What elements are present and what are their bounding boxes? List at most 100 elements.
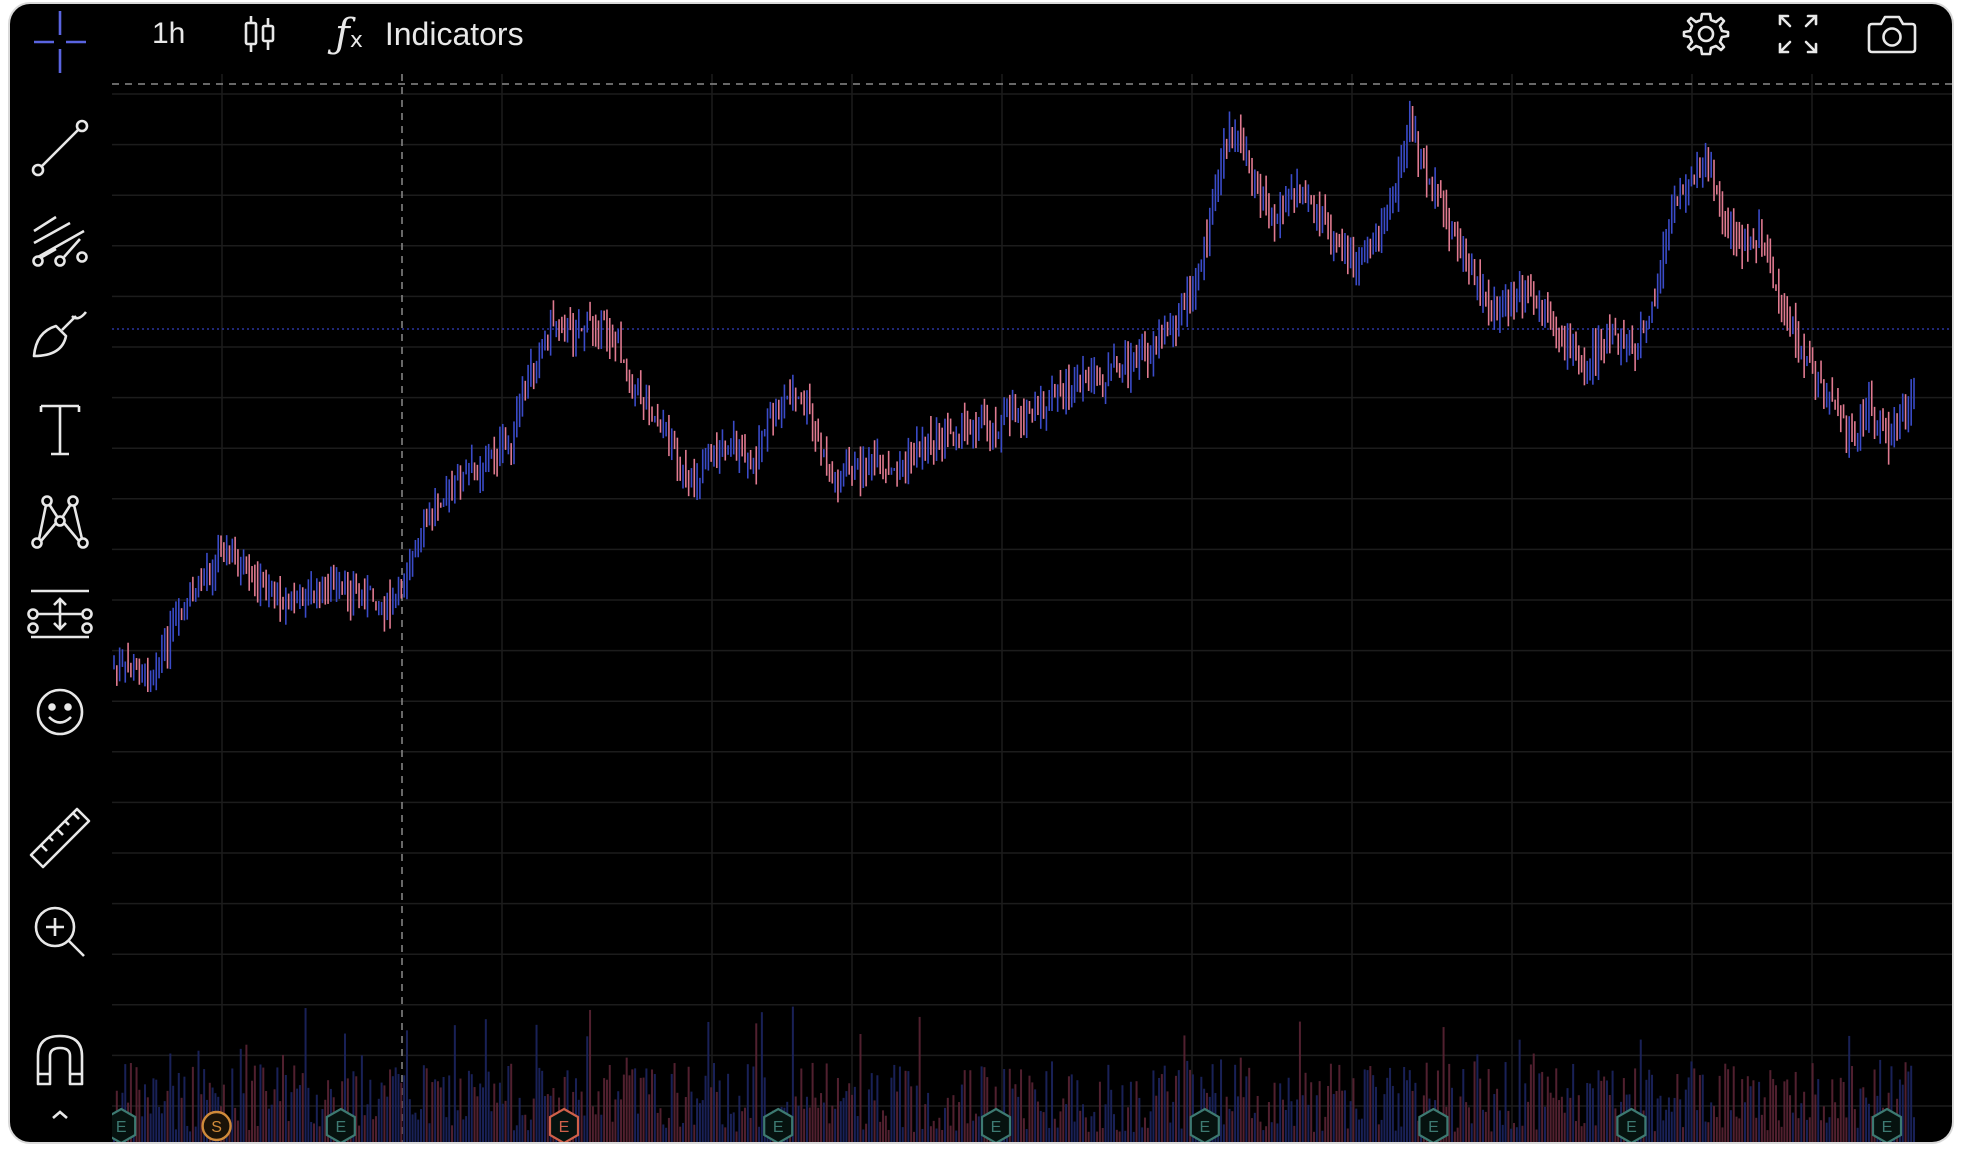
volume-bar: [591, 1106, 594, 1142]
volume-bar: [1169, 1122, 1172, 1142]
settings-button[interactable]: [1682, 4, 1730, 64]
volume-bar: [1397, 1093, 1400, 1142]
volume-bar: [1172, 1101, 1175, 1142]
zoom-in-tool[interactable]: [20, 892, 100, 972]
chart-type-button[interactable]: [242, 4, 278, 64]
volume-bar: [746, 1064, 749, 1142]
volume-bar: [366, 1104, 369, 1142]
volume-bar: [1687, 1077, 1690, 1142]
volume-bar: [935, 1128, 938, 1142]
volume-bar: [1124, 1130, 1127, 1142]
volume-bar: [403, 1075, 406, 1142]
magnet-tool[interactable]: [20, 1020, 100, 1100]
volume-bar: [391, 1076, 394, 1142]
volume-bar: [1639, 1039, 1642, 1142]
volume-bar: [1189, 1069, 1192, 1142]
volume-bar: [1741, 1079, 1744, 1142]
volume-bar: [1386, 1077, 1389, 1142]
volume-bar: [1355, 1108, 1358, 1142]
volume-bar: [1890, 1066, 1893, 1142]
volume-bar: [1879, 1059, 1882, 1142]
volume-bar: [974, 1113, 977, 1142]
volume-bar: [197, 1050, 200, 1142]
volume-bar: [1836, 1118, 1839, 1142]
volume-bar: [665, 1127, 668, 1142]
volume-bar: [1569, 1097, 1572, 1142]
pattern-tool[interactable]: [20, 482, 100, 562]
ruler-tool[interactable]: [20, 798, 100, 878]
volume-bar: [169, 1053, 172, 1142]
volume-bar: [1036, 1101, 1039, 1142]
volume-bar: [896, 1091, 899, 1142]
emoji-tool[interactable]: [20, 672, 100, 752]
volume-bar: [518, 1097, 521, 1142]
volume-bar: [822, 1102, 825, 1142]
volume-bar: [1769, 1070, 1772, 1142]
fullscreen-button[interactable]: [1776, 4, 1820, 64]
trend-line-tool[interactable]: [20, 108, 100, 188]
volume-bar: [679, 1126, 682, 1142]
volume-bar: [1248, 1067, 1251, 1142]
volume-bar: [1651, 1074, 1654, 1142]
volume-bar: [1183, 1035, 1186, 1142]
volume-bar: [614, 1099, 617, 1142]
volume-bar: [1487, 1069, 1490, 1142]
volume-bar: [1693, 1068, 1696, 1142]
volume-bar: [1211, 1064, 1214, 1142]
brush-tool[interactable]: [20, 294, 100, 374]
crosshair-tool[interactable]: [20, 4, 100, 84]
volume-bar: [279, 1101, 282, 1142]
volume-bar: [1329, 1063, 1332, 1142]
volume-bar: [1800, 1103, 1803, 1142]
volume-bar: [943, 1107, 946, 1142]
text-tool[interactable]: [20, 390, 100, 470]
volume-bar: [1684, 1089, 1687, 1142]
volume-bar: [1710, 1102, 1713, 1142]
volume-bar: [470, 1074, 473, 1142]
volume-bar: [1346, 1128, 1349, 1142]
volume-bar: [1828, 1117, 1831, 1142]
volume-bar: [1374, 1086, 1377, 1142]
toolbar-expand-button[interactable]: [20, 1094, 100, 1134]
volume-bar: [1470, 1123, 1473, 1142]
volume-bar: [496, 1102, 499, 1142]
volume-bar: [180, 1097, 183, 1142]
volume-bar: [718, 1080, 721, 1142]
volume-bar: [653, 1074, 656, 1142]
volume-bar: [1298, 1021, 1301, 1142]
volume-bar: [1755, 1117, 1758, 1142]
interval-button[interactable]: 1h: [152, 4, 185, 64]
volume-bar: [411, 1114, 414, 1142]
volume-bar: [800, 1068, 803, 1142]
volume-bar: [313, 1123, 315, 1142]
volume-bar: [434, 1079, 437, 1142]
fib-tool[interactable]: [20, 201, 100, 281]
volume-bar: [1456, 1127, 1459, 1142]
volume-bar: [724, 1127, 727, 1142]
screenshot-button[interactable]: [1866, 4, 1918, 64]
volume-bar: [797, 1105, 800, 1142]
volume-bar: [296, 1088, 299, 1142]
volume-bar: [1780, 1126, 1783, 1142]
fib-retracement-icon: [28, 209, 92, 273]
volume-bar: [191, 1066, 194, 1142]
volume-bar: [636, 1113, 639, 1142]
indicators-button[interactable]: ƒx Indicators: [335, 4, 524, 64]
volume-bar: [459, 1078, 462, 1142]
volume-bar: [1600, 1080, 1603, 1142]
volume-bar: [1383, 1094, 1386, 1142]
prediction-tool[interactable]: [20, 574, 100, 654]
volume-bar: [1048, 1127, 1051, 1142]
volume-bar: [1166, 1091, 1169, 1142]
volume-bar: [1774, 1085, 1777, 1142]
volume-bar: [1732, 1066, 1735, 1142]
volume-bar: [1146, 1127, 1149, 1142]
split-event-marker: [201, 1110, 232, 1142]
volume-bar: [1191, 1074, 1194, 1142]
volume-bar: [1721, 1127, 1724, 1142]
volume-bar: [1803, 1091, 1806, 1142]
volume-bar: [315, 1094, 318, 1142]
volume-bar: [527, 1130, 530, 1142]
volume-bar: [667, 1117, 670, 1142]
